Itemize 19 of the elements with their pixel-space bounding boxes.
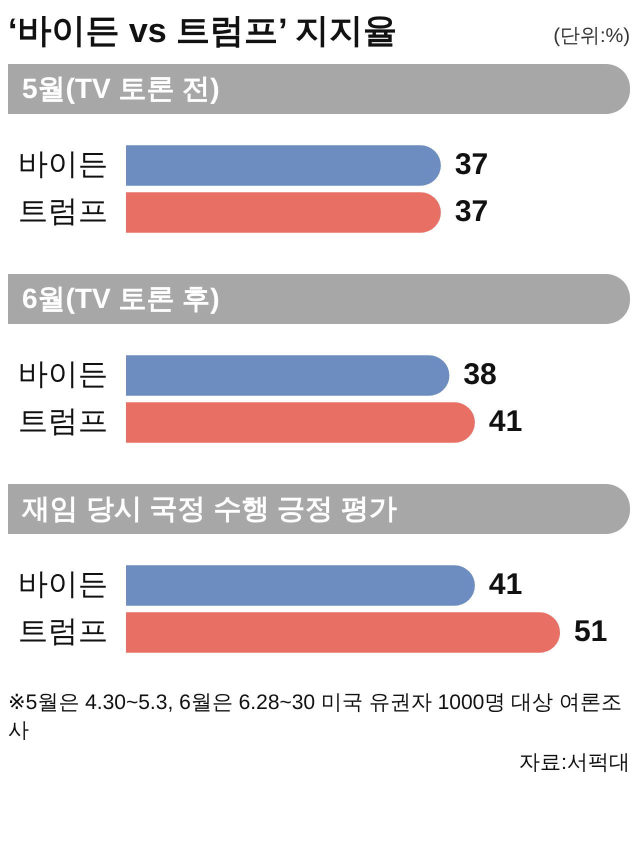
text: ‘바이든 vs 트럼프’ 지지율 [8, 11, 398, 52]
text: ※5월은 4.30~5.3, 6월은 6.28~30 미국 유권자 1000명 대상 여론조사 [8, 690, 624, 744]
y-tick-label: 트럼프 [18, 194, 108, 228]
y-tick-label: 바이든 [18, 568, 108, 601]
data-label: 41 [488, 568, 522, 601]
text: (단위:%) [553, 24, 630, 49]
data-label: 41 [488, 404, 522, 438]
y-tick-label: 바이든 [18, 148, 108, 181]
data-label: 37 [454, 148, 488, 181]
data-label: 38 [463, 358, 497, 391]
text: 자료:서퍽대 [518, 750, 630, 776]
y-tick-label: 트럼프 [18, 614, 108, 648]
y-tick-label: 트럼프 [18, 404, 108, 438]
chart-title: 6월(TV 토론 후) [8, 274, 630, 324]
data-label: 51 [574, 614, 608, 648]
chart-title: 5월(TV 토론 전) [8, 64, 630, 114]
chart-title: 재임 당시 국정 수행 긍정 평가 [8, 484, 630, 534]
data-label: 37 [454, 194, 488, 228]
y-tick-label: 바이든 [18, 358, 108, 391]
